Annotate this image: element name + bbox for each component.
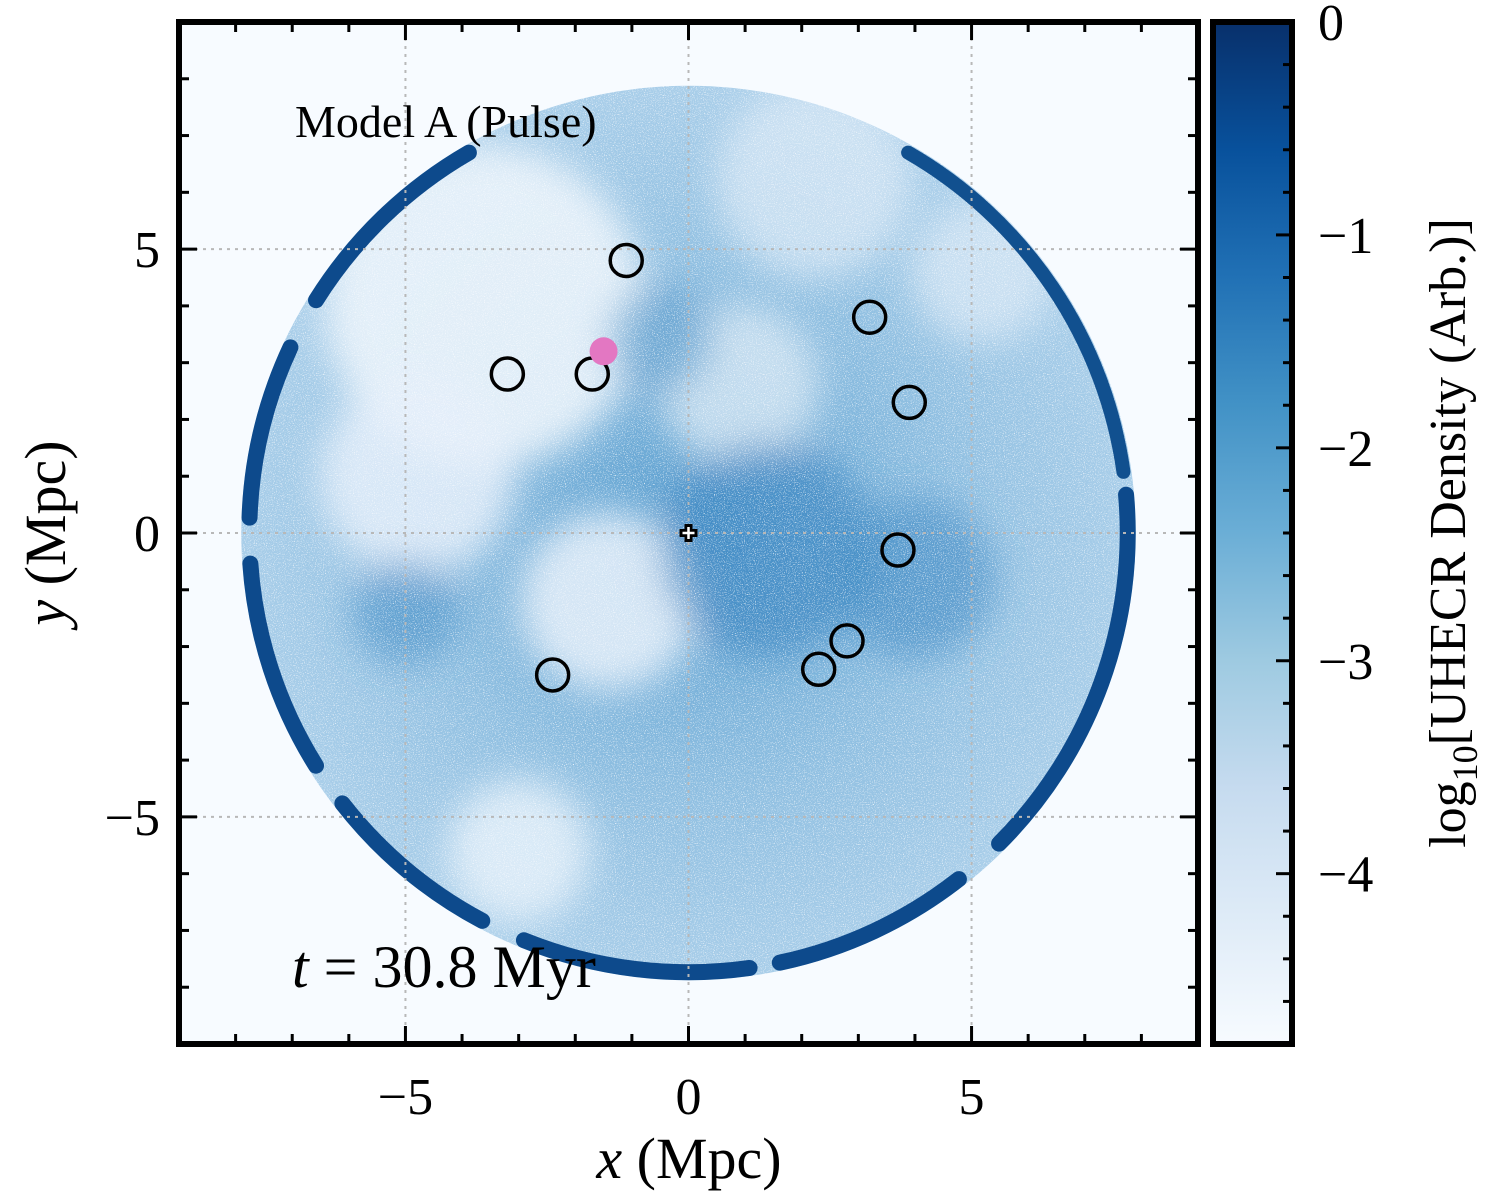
y-tick-label: −5 bbox=[105, 790, 160, 847]
source-circle bbox=[891, 384, 928, 421]
source-circle bbox=[608, 242, 644, 279]
y-tick-label: 5 bbox=[134, 222, 160, 279]
source-circle bbox=[851, 299, 888, 335]
grid-lines bbox=[179, 22, 1198, 1044]
shell-ring-segment bbox=[901, 145, 1131, 479]
source-circle bbox=[800, 651, 837, 688]
colorbar-label: log10[UHECR Density (Arb.)] bbox=[1420, 218, 1485, 848]
axes: −5 0 5 −5 0 5 bbox=[105, 22, 1198, 1126]
source-markers bbox=[489, 242, 928, 693]
x-tick-label: −5 bbox=[378, 1069, 433, 1126]
source-circle bbox=[829, 623, 865, 659]
colorbar-tick-label: −1 bbox=[1318, 208, 1373, 265]
colorbar-tick-label: 0 bbox=[1318, 0, 1344, 52]
colorbar-axis: 0 −1 −2 −3 −4 bbox=[1276, 0, 1373, 1046]
colorbar-label-pre: log bbox=[1420, 781, 1477, 847]
shell-ring-segment bbox=[515, 932, 758, 981]
time-var: t bbox=[292, 934, 310, 1000]
colorbar bbox=[1210, 19, 1295, 1047]
shell-ring-segment bbox=[242, 555, 325, 774]
center-marker-inner bbox=[682, 527, 695, 539]
time-value: = 30.8 Myr bbox=[309, 934, 596, 1000]
x-tick-label: 0 bbox=[676, 1069, 702, 1126]
x-axis-label: x (Mpc) bbox=[595, 1126, 781, 1191]
x-axis-unit: (Mpc) bbox=[622, 1126, 781, 1191]
shell-ring bbox=[241, 144, 1136, 981]
colorbar-label-sub: 10 bbox=[1445, 745, 1485, 781]
shell-ring-segment bbox=[308, 144, 477, 309]
y-axis-var: y bbox=[13, 600, 78, 631]
x-axis-var: x bbox=[595, 1126, 622, 1191]
x-tick-label: 5 bbox=[959, 1069, 985, 1126]
time-label: t = 30.8 Myr bbox=[292, 934, 596, 1000]
shell-ring-segment bbox=[771, 871, 967, 971]
source-circle bbox=[489, 356, 526, 392]
shell-ring-segment bbox=[241, 339, 299, 526]
colorbar-tick-label: −2 bbox=[1318, 421, 1373, 478]
source-circle bbox=[534, 657, 571, 693]
y-axis-label: y (Mpc) bbox=[13, 440, 78, 630]
shell-ring-segment bbox=[991, 486, 1136, 852]
colorbar-tick-label: −4 bbox=[1318, 847, 1373, 904]
colorbar-label-post: [UHECR Density (Arb.)] bbox=[1420, 218, 1477, 745]
model-label: Model A (Pulse) bbox=[295, 96, 597, 147]
shell-ring-segment bbox=[334, 795, 491, 929]
y-axis-unit: (Mpc) bbox=[13, 440, 78, 599]
highlight-point bbox=[589, 337, 618, 366]
colorbar-tick-label: −3 bbox=[1318, 634, 1373, 691]
source-circle bbox=[880, 532, 916, 568]
y-tick-label: 0 bbox=[134, 506, 160, 563]
